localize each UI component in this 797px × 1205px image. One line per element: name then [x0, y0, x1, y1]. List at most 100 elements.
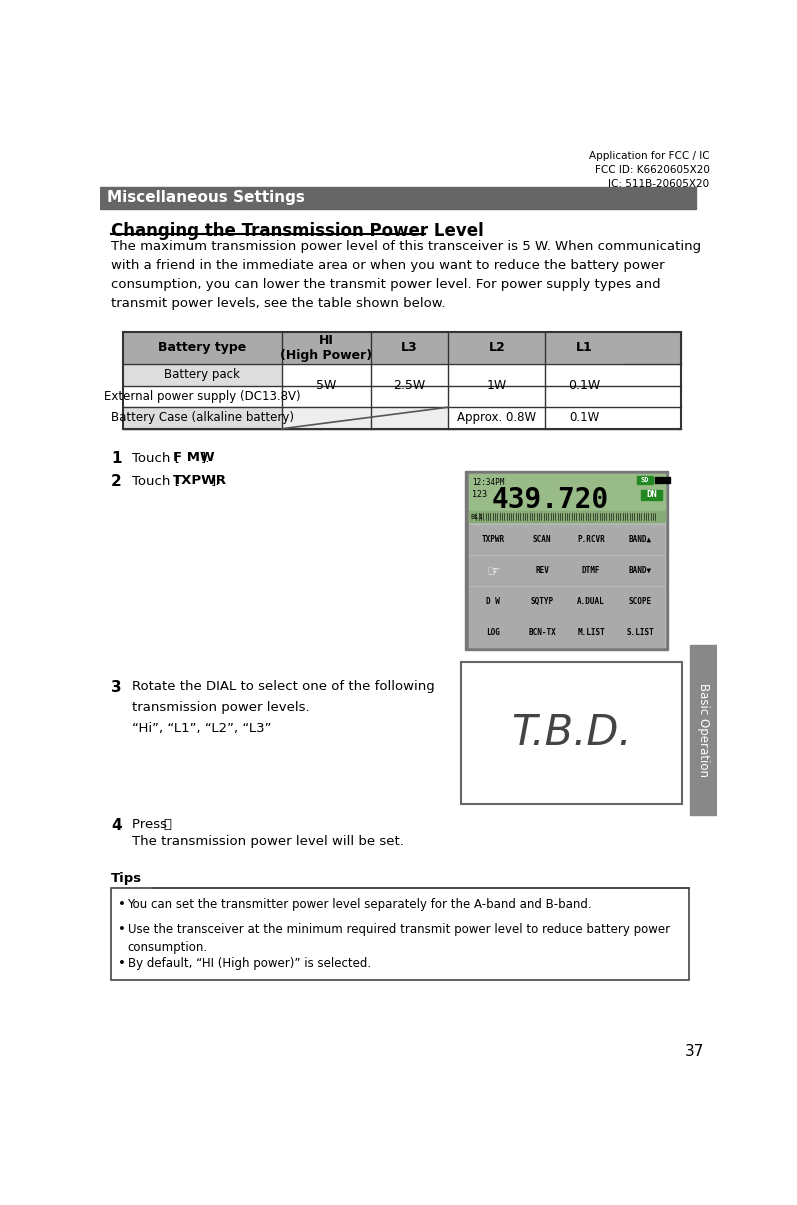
Bar	[518, 556, 566, 586]
Bar	[371, 364, 449, 407]
Bar	[616, 587, 664, 616]
Bar	[469, 617, 516, 647]
Text: 0.1W: 0.1W	[568, 380, 600, 392]
Text: DN: DN	[646, 490, 657, 499]
Text: A.DUAL: A.DUAL	[577, 596, 605, 606]
Text: 1W: 1W	[487, 380, 507, 392]
Bar	[282, 407, 449, 429]
Bar	[449, 407, 622, 429]
Text: •: •	[118, 899, 126, 911]
Text: ⓘ: ⓘ	[163, 818, 171, 831]
Bar	[469, 511, 665, 522]
Text: P.RCVR: P.RCVR	[577, 535, 605, 545]
Text: BAND▲: BAND▲	[629, 535, 652, 545]
Text: 4: 4	[112, 818, 122, 834]
Bar	[567, 556, 614, 586]
Text: Touch [: Touch [	[132, 451, 180, 464]
Bar	[616, 525, 664, 554]
Text: BL1: BL1	[471, 513, 484, 519]
Bar	[567, 525, 614, 554]
Text: TXPWR: TXPWR	[173, 474, 227, 487]
Text: Battery Case (alkaline battery): Battery Case (alkaline battery)	[111, 411, 294, 424]
Text: 123: 123	[473, 489, 488, 499]
Text: LOG: LOG	[486, 628, 500, 636]
Text: External power supply (DC13.8V): External power supply (DC13.8V)	[104, 390, 300, 402]
Text: 2.5W: 2.5W	[394, 380, 426, 392]
Text: 5W: 5W	[316, 380, 336, 392]
Text: Tips: Tips	[112, 872, 143, 886]
Text: Use the transceiver at the minimum required transmit power level to reduce batte: Use the transceiver at the minimum requi…	[128, 923, 669, 954]
Text: Battery pack: Battery pack	[164, 369, 240, 381]
Bar	[668, 477, 670, 483]
Text: The maximum transmission power level of this transceiver is 5 W. When communicat: The maximum transmission power level of …	[112, 240, 701, 310]
Text: 0.1W: 0.1W	[569, 411, 599, 424]
Text: Battery type: Battery type	[158, 341, 246, 354]
Text: You can set the transmitter power level separately for the A-band and B-band.: You can set the transmitter power level …	[128, 899, 592, 911]
Bar	[123, 407, 282, 429]
Bar	[662, 477, 664, 483]
Text: BCN-TX: BCN-TX	[528, 628, 556, 636]
Text: HI
(High Power): HI (High Power)	[281, 334, 372, 362]
Bar	[518, 525, 566, 554]
Bar	[469, 556, 516, 586]
Text: T.B.D.: T.B.D.	[511, 712, 631, 754]
Bar	[518, 587, 566, 616]
Bar	[449, 364, 545, 407]
Bar	[638, 476, 653, 484]
Bar	[545, 364, 622, 407]
Text: Application for FCC / IC
FCC ID: K6620605X20
IC: 511B-20605X20: Application for FCC / IC FCC ID: K662060…	[589, 151, 709, 189]
Bar	[616, 617, 664, 647]
Text: REV: REV	[535, 566, 549, 575]
Bar	[123, 364, 282, 386]
Bar	[642, 489, 662, 500]
Text: Rotate the DIAL to select one of the following
transmission power levels.
“Hi”, : Rotate the DIAL to select one of the fol…	[132, 680, 435, 735]
Bar	[123, 386, 282, 407]
Bar	[567, 617, 614, 647]
Text: L3: L3	[402, 341, 418, 354]
Text: SD: SD	[641, 477, 650, 483]
Bar	[282, 364, 371, 407]
Text: •: •	[118, 957, 126, 970]
Text: 1: 1	[112, 451, 122, 466]
Text: 37: 37	[685, 1045, 704, 1059]
Bar	[469, 474, 665, 647]
Text: S.LIST: S.LIST	[626, 628, 654, 636]
Text: ].: ].	[210, 474, 220, 487]
Text: F MW: F MW	[173, 451, 215, 464]
Text: Press: Press	[132, 818, 171, 831]
Text: 3: 3	[112, 680, 122, 695]
Text: SCOPE: SCOPE	[629, 596, 652, 606]
Text: DTMF: DTMF	[582, 566, 600, 575]
Text: Basic Operation: Basic Operation	[697, 683, 710, 777]
Text: M.LIST: M.LIST	[577, 628, 605, 636]
Bar	[690, 645, 717, 815]
Text: TXPWR: TXPWR	[481, 535, 505, 545]
Text: 12:34PM: 12:34PM	[473, 478, 505, 487]
Text: By default, “HI (High power)” is selected.: By default, “HI (High power)” is selecte…	[128, 957, 371, 970]
Text: 439.720: 439.720	[492, 487, 609, 515]
Bar	[658, 477, 661, 483]
Bar	[518, 617, 566, 647]
Bar	[461, 662, 681, 805]
Bar	[616, 556, 664, 586]
Bar	[469, 587, 516, 616]
Bar	[123, 331, 681, 364]
Bar	[465, 471, 668, 651]
Text: •: •	[118, 923, 126, 936]
Text: Touch [: Touch [	[132, 474, 180, 487]
Bar	[112, 888, 689, 980]
Bar	[100, 187, 697, 208]
Bar	[655, 477, 658, 483]
Bar	[469, 474, 665, 522]
Text: Approx. 0.8W: Approx. 0.8W	[457, 411, 536, 424]
Text: L1: L1	[575, 341, 592, 354]
Bar	[469, 525, 516, 554]
Text: SCAN: SCAN	[533, 535, 552, 545]
Text: L2: L2	[489, 341, 505, 354]
Text: The transmission power level will be set.: The transmission power level will be set…	[132, 835, 404, 848]
Text: Changing the Transmission Power Level: Changing the Transmission Power Level	[112, 222, 484, 240]
Bar	[665, 477, 667, 483]
Text: ].: ].	[201, 451, 210, 464]
Text: Miscellaneous Settings: Miscellaneous Settings	[108, 190, 305, 205]
Bar	[567, 587, 614, 616]
